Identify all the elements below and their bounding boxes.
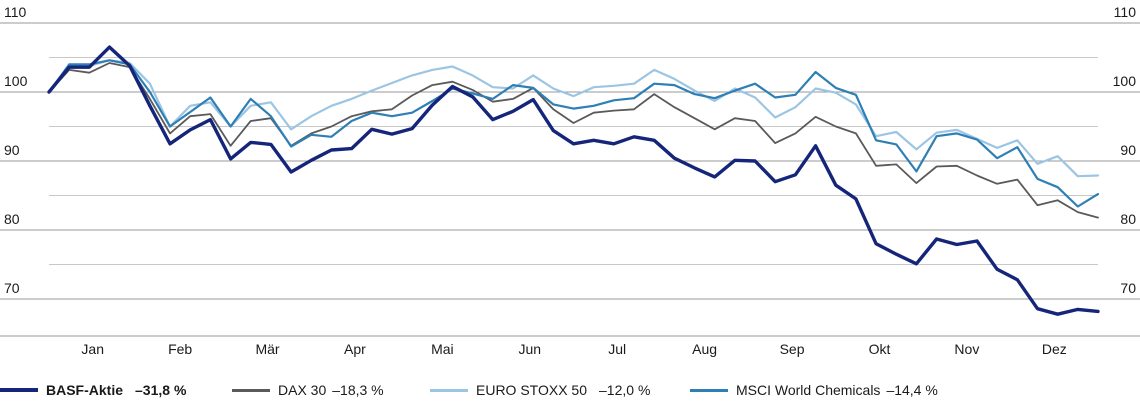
legend-change-msci: –14,4 % xyxy=(886,382,938,398)
legend-label-basf: BASF-Aktie xyxy=(46,382,124,398)
legend-change-dax: –18,3 % xyxy=(332,382,384,398)
x-tick-10: Okt xyxy=(869,341,891,357)
y-tick-right-70: 70 xyxy=(1120,280,1136,296)
legend-item-msci: MSCI World Chemicals –14,4 % xyxy=(690,378,938,402)
gridlines xyxy=(0,22,1140,337)
x-axis: Jan Feb Mär Apr Mai Jun Jul Aug Sep Okt Nov Dez xyxy=(81,341,1066,357)
x-tick-2: Feb xyxy=(168,341,192,357)
legend-item-dax: DAX 30 –18,3 % xyxy=(232,378,384,402)
x-tick-3: Mär xyxy=(255,341,279,357)
x-tick-6: Jun xyxy=(519,341,542,357)
y-tick-right-100: 100 xyxy=(1113,73,1137,89)
legend-label-stoxx: EURO STOXX 50 xyxy=(476,382,588,398)
y-tick-left-80: 80 xyxy=(4,211,20,227)
y-tick-right-90: 90 xyxy=(1120,142,1136,158)
series-line-dax xyxy=(48,62,1099,219)
y-tick-left-110: 110 xyxy=(4,4,27,20)
y-axis-right: 70 80 90 100 110 xyxy=(1113,4,1137,296)
y-tick-left-90: 90 xyxy=(4,142,20,158)
legend-label-dax: DAX 30 xyxy=(278,382,327,398)
legend-swatch-stoxx xyxy=(430,388,468,392)
legend-swatch-basf xyxy=(0,388,38,392)
series-lines xyxy=(47,45,1100,316)
y-tick-right-110: 110 xyxy=(1114,4,1137,20)
y-tick-right-80: 80 xyxy=(1120,211,1136,227)
x-tick-8: Aug xyxy=(692,341,717,357)
legend-swatch-dax xyxy=(232,388,270,392)
series-line-stoxx xyxy=(47,59,1100,178)
legend: BASF-Aktie –31,8 % DAX 30 –18,3 % EURO S… xyxy=(0,378,1140,402)
legend-item-stoxx: EURO STOXX 50 –12,0 % xyxy=(430,378,650,402)
y-axis-left: 70 80 90 100 110 xyxy=(4,4,28,296)
legend-item-basf: BASF-Aktie –31,8 % xyxy=(0,378,186,402)
legend-label-msci: MSCI World Chemicals xyxy=(736,382,881,398)
y-tick-left-100: 100 xyxy=(4,73,28,89)
legend-change-stoxx: –12,0 % xyxy=(599,382,651,398)
y-tick-left-70: 70 xyxy=(4,280,20,296)
x-tick-7: Jul xyxy=(608,341,626,357)
series-line-basf xyxy=(47,45,1100,316)
x-tick-11: Nov xyxy=(954,341,979,357)
x-tick-1: Jan xyxy=(81,341,104,357)
series-line-msci xyxy=(47,59,1100,208)
x-tick-4: Apr xyxy=(344,341,366,357)
line-chart: 70 80 90 100 110 70 80 90 100 110 Jan Feb Mär Apr Ma… xyxy=(0,4,1140,357)
x-tick-12: Dez xyxy=(1042,341,1067,357)
x-tick-5: Mai xyxy=(431,341,454,357)
legend-swatch-msci xyxy=(690,388,728,392)
legend-change-basf: –31,8 % xyxy=(135,382,187,398)
x-tick-9: Sep xyxy=(780,341,805,357)
